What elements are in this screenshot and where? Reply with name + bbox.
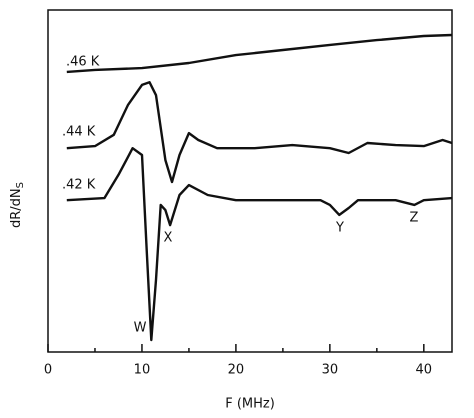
y-axis-label-sub: S (15, 182, 26, 188)
curve-label: .46 K (66, 55, 100, 70)
x-tick-label: 20 (228, 363, 245, 378)
x-tick-label: 40 (416, 363, 433, 378)
plot-frame (47, 9, 453, 353)
curve (66, 81, 453, 184)
y-axis-label-main: dR/dN (9, 188, 24, 228)
curve (66, 33, 453, 74)
annotation: W (134, 321, 147, 336)
curve-label: .42 K (62, 178, 96, 193)
curve (66, 147, 453, 342)
x-tick-label: 30 (322, 363, 339, 378)
x-tick-label: 0 (44, 363, 52, 378)
annotation: Y (335, 221, 344, 236)
annotation: Z (410, 211, 419, 226)
curve-label: .44 K (62, 125, 96, 140)
y-axis-label: dR/dNS (9, 182, 27, 228)
annotation: X (164, 231, 173, 246)
x-tick-label: 10 (134, 363, 151, 378)
x-axis-label: F (MHz) (225, 397, 275, 412)
